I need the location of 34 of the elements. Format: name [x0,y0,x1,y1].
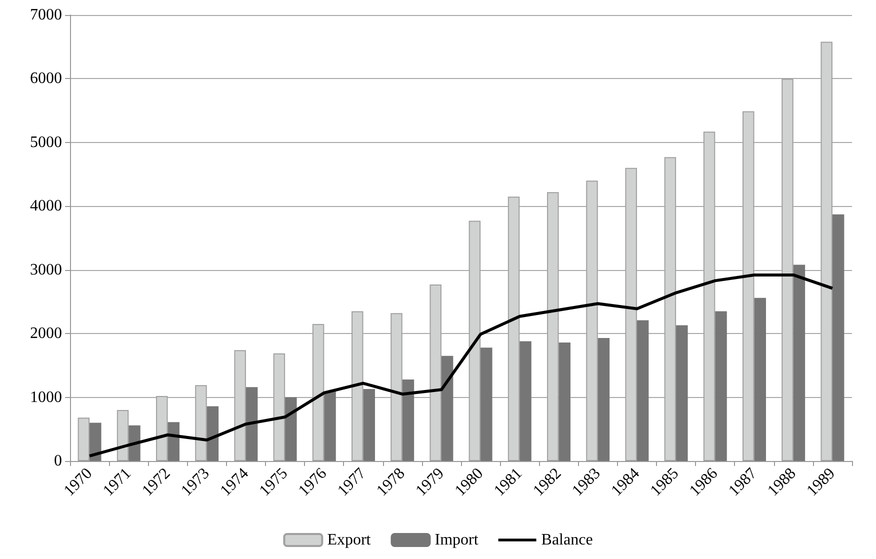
y-tick-label: 6000 [30,70,62,88]
bar [636,320,649,461]
y-tick-label: 5000 [30,134,62,151]
bar [520,341,532,461]
legend-label: Export [327,532,372,548]
y-tick-label: 1000 [30,388,62,406]
line-series [88,273,834,458]
legend-label: Import [434,532,479,548]
bar [793,264,806,461]
bar [402,379,414,461]
y-tick-label: 7000 [30,6,62,24]
bar [480,348,492,461]
bar [128,425,140,461]
x-tick-label: 1971 [100,464,135,500]
bar [285,397,297,461]
bar [598,338,610,461]
bar [324,392,336,461]
bar [168,422,180,461]
bar [715,311,727,461]
x-tick-label: 1981 [491,464,526,500]
y-tick-label: 4000 [30,198,62,215]
y-tick-label: 2000 [30,325,62,342]
legend-label: Balance [541,532,593,548]
y-tick-label: 3000 [30,261,62,278]
bar [676,325,688,461]
bar [363,389,375,461]
bar [246,387,258,461]
bar [832,214,844,461]
bar [206,406,219,461]
y-tick-label: 0 [54,452,62,470]
bar [441,356,454,461]
bar [754,298,766,461]
bar [558,342,570,461]
bar [90,422,102,461]
